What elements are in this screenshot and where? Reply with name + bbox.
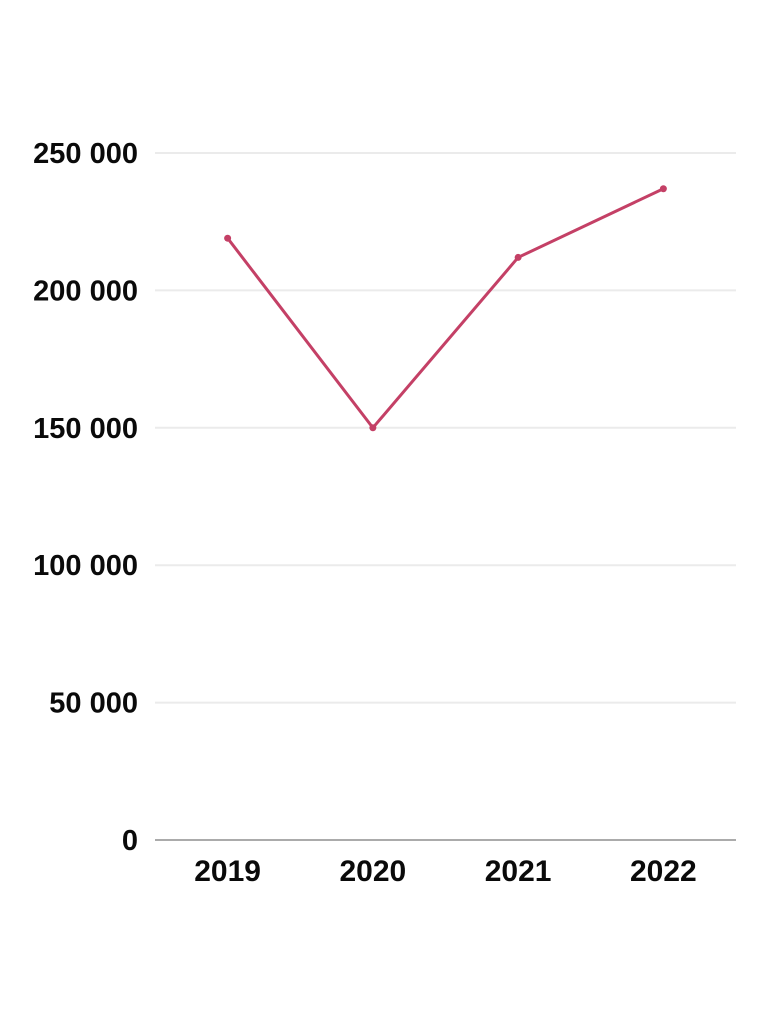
y-axis-tick-label: 250 000 xyxy=(33,138,138,170)
data-point xyxy=(369,424,377,432)
x-axis-tick-label: 2020 xyxy=(340,855,407,888)
data-point xyxy=(659,185,667,193)
x-axis-tick-label: 2021 xyxy=(485,855,552,888)
y-axis-tick-label: 0 xyxy=(122,825,138,857)
data-point xyxy=(514,253,522,261)
x-axis-tick-label: 2019 xyxy=(194,855,261,888)
y-axis-tick-label: 50 000 xyxy=(49,688,138,720)
y-axis-tick-label: 150 000 xyxy=(33,413,138,445)
x-axis-tick-label: 2022 xyxy=(630,855,697,888)
y-axis-tick-label: 100 000 xyxy=(33,550,138,582)
data-point xyxy=(224,234,232,242)
data-line xyxy=(226,187,665,431)
y-axis-tick-label: 200 000 xyxy=(33,275,138,307)
